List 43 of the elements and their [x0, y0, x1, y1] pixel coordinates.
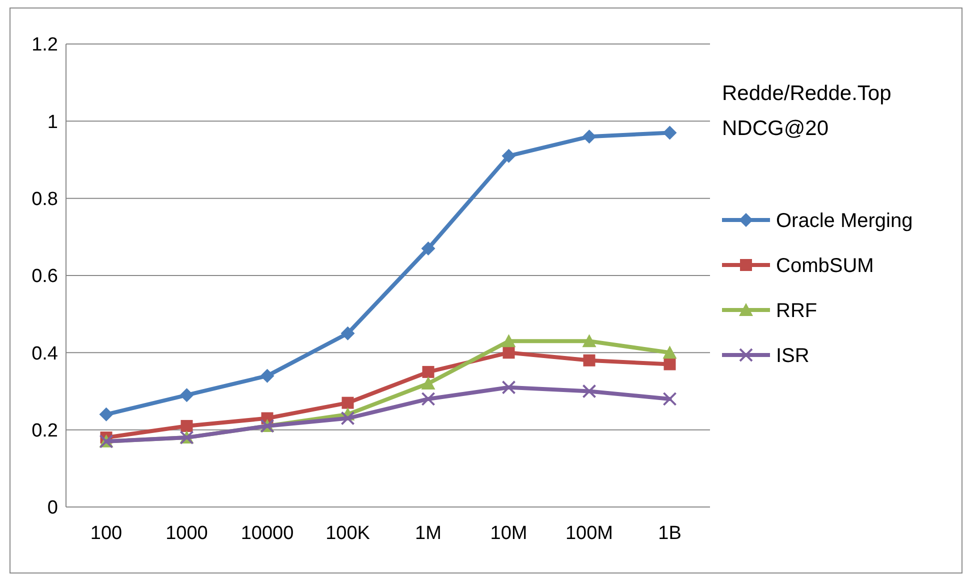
x-tick-label: 100M — [565, 523, 614, 544]
x-tick-label: 100K — [326, 523, 370, 544]
point — [664, 358, 676, 370]
point — [421, 376, 436, 390]
y-tick-label: 0.6 — [32, 266, 58, 288]
point — [342, 396, 354, 409]
y-tick-label: 0.2 — [32, 420, 58, 442]
point — [583, 354, 596, 366]
point — [99, 407, 114, 422]
point — [502, 148, 516, 163]
text: Redde/Redde.Top NDCG@20 — [722, 82, 892, 140]
point — [180, 420, 193, 432]
point — [502, 346, 515, 359]
point — [662, 392, 677, 406]
x-tick-label: 10000 — [240, 523, 294, 544]
point — [260, 368, 274, 383]
y-tick-label: 0.8 — [32, 188, 58, 210]
x-tick-label: 100 — [90, 523, 122, 544]
point — [662, 126, 677, 140]
x-tick-label: 1M — [415, 523, 442, 544]
point — [422, 366, 434, 378]
legend-label: Oracle Merging — [776, 210, 913, 232]
point — [340, 326, 355, 340]
y-tick-label: 1 — [47, 112, 58, 133]
point — [662, 346, 677, 359]
y-tick-label: 0 — [47, 498, 58, 519]
legend-label: ISR — [776, 345, 810, 367]
y-tick-label: 0.4 — [32, 343, 58, 364]
x-tick-label: 10M — [490, 523, 528, 544]
legend-label: CombSUM — [776, 255, 874, 277]
point — [340, 411, 355, 426]
point — [582, 334, 596, 348]
point — [502, 380, 516, 394]
point — [180, 388, 194, 402]
point — [502, 334, 516, 348]
x-tick-label: 1B — [658, 523, 682, 544]
point — [421, 392, 436, 406]
y-tick-label: 1.2 — [32, 34, 58, 56]
point — [582, 384, 596, 398]
point — [582, 130, 596, 144]
point — [421, 241, 436, 256]
legend-label: RRF — [776, 300, 818, 322]
x-tick-label: 1000 — [166, 523, 208, 544]
